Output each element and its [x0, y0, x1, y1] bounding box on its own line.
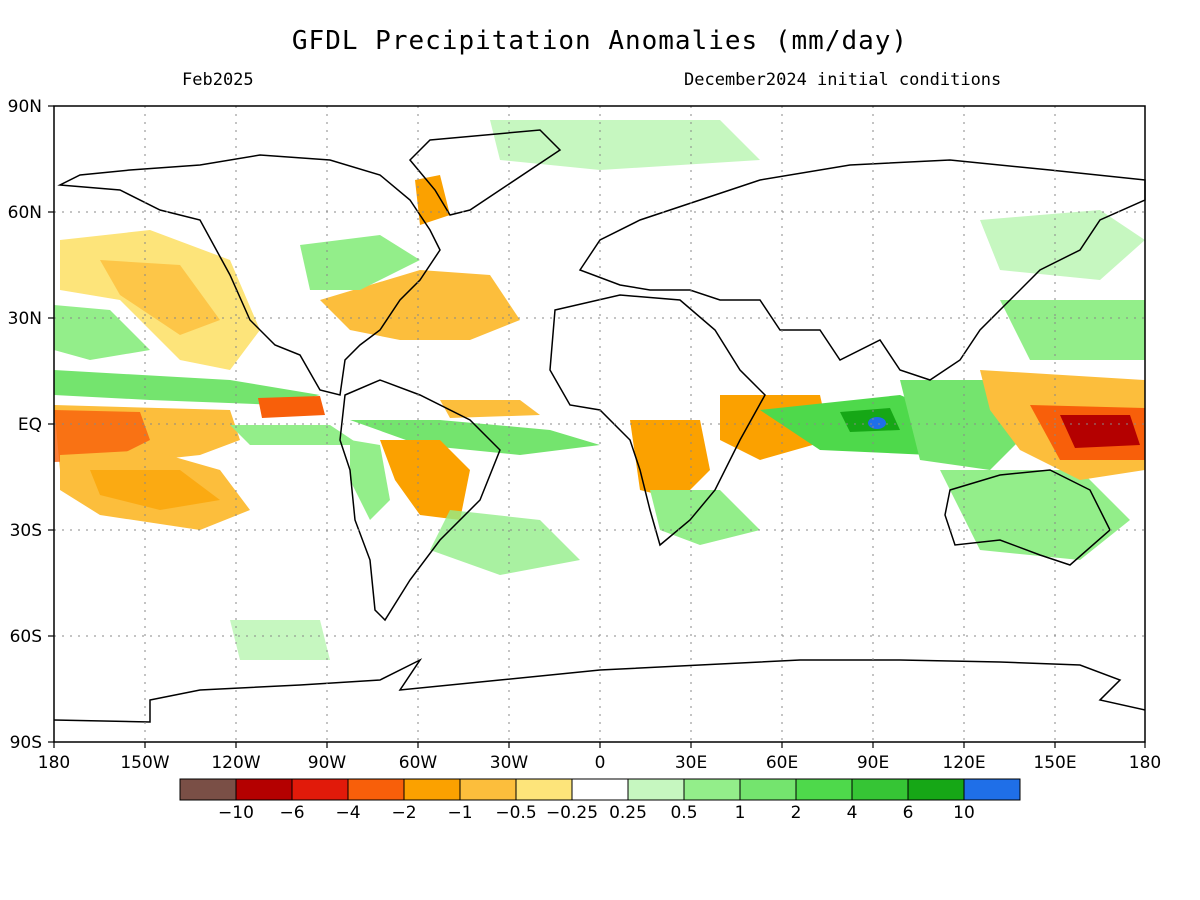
colorbar-swatch: [627, 778, 685, 801]
coast-south-america: [339, 379, 501, 622]
lon-label: 150W: [120, 753, 169, 773]
wet-patch-australia: [940, 470, 1130, 560]
lat-label: 60N: [8, 203, 42, 223]
wet-patch-southern-ocean: [230, 620, 330, 660]
lat-label: 30S: [10, 521, 42, 541]
dry-patch-east-pacific: [258, 396, 325, 418]
lon-label: 0: [595, 753, 606, 773]
lon-label: 60W: [399, 753, 438, 773]
colorbar-label: −1: [447, 803, 472, 823]
wet-patch-equatorial-pacific: [54, 370, 320, 405]
tick-marks: [48, 105, 1146, 748]
dry-patch-western-pacific-core: [1060, 415, 1140, 448]
coast-antarctica: [53, 658, 1146, 723]
coast-eurasia: [578, 159, 1146, 381]
map-title: GFDL Precipitation Anomalies (mm/day): [291, 26, 909, 56]
lat-label: 60S: [10, 627, 42, 647]
colorbar-label: 10: [953, 803, 975, 823]
lon-label: 60E: [766, 753, 798, 773]
dry-patch-southern-africa: [630, 420, 710, 500]
colorbar-label: −10: [218, 803, 254, 823]
colorbar-swatch: [571, 778, 629, 801]
valid-month-label: Feb2025: [182, 70, 254, 90]
colorbar-label: −0.25: [546, 803, 598, 823]
dry-patch-pacific-core: [54, 410, 150, 462]
colorbar: [179, 778, 1021, 801]
lon-label: 30E: [675, 753, 707, 773]
gridlines: [54, 106, 1145, 742]
colorbar-swatch: [739, 778, 797, 801]
colorbar-swatch: [291, 778, 349, 801]
initial-conditions-label: December2024 initial conditions: [684, 70, 1002, 90]
colorbar-swatch: [515, 778, 573, 801]
lat-label: 90N: [8, 97, 42, 117]
wet-max-indian-ocean: [868, 417, 886, 429]
colorbar-label: −2: [391, 803, 416, 823]
wet-patch-npac-subtropics: [54, 305, 150, 360]
lon-label: 120E: [942, 753, 985, 773]
colorbar-label: 1: [735, 803, 746, 823]
colorbar-label: 2: [791, 803, 802, 823]
colorbar-swatch: [851, 778, 909, 801]
colorbar-swatch: [963, 778, 1021, 801]
dry-patch-atlantic-eq: [440, 400, 540, 418]
coast-north-america: [57, 154, 441, 396]
dry-patch-south-america: [380, 440, 470, 520]
colorbar-label: 0.5: [670, 803, 697, 823]
colorbar-label: −6: [279, 803, 304, 823]
colorbar-label: −4: [335, 803, 360, 823]
dry-patch-npac-inner: [100, 260, 220, 335]
wet-patch-africa-south: [650, 490, 760, 545]
colorbar-swatch: [795, 778, 853, 801]
wet-patch-itcz: [230, 425, 360, 445]
anomaly-field: [54, 120, 1145, 660]
lon-label: 120W: [211, 753, 260, 773]
colorbar-swatch: [683, 778, 741, 801]
colorbar-swatch: [459, 778, 517, 801]
colorbar-label: 0.25: [609, 803, 647, 823]
colorbar-label: −0.5: [495, 803, 536, 823]
lat-label: EQ: [18, 415, 42, 435]
colorbar-label: 6: [903, 803, 914, 823]
lon-label: 180: [38, 753, 70, 773]
wet-patch-south-america: [350, 440, 390, 520]
colorbar-swatch: [235, 778, 293, 801]
lon-label: 150E: [1033, 753, 1076, 773]
lat-label: 30N: [8, 309, 42, 329]
lon-label: 90E: [857, 753, 889, 773]
wet-patch-atlantic-itcz: [350, 420, 600, 455]
wet-patch-east-asia: [980, 210, 1145, 280]
lat-label: 90S: [10, 733, 42, 753]
colorbar-swatch: [907, 778, 965, 801]
coast-africa: [549, 294, 766, 547]
lon-label: 30W: [490, 753, 529, 773]
wet-patch-arctic: [490, 120, 760, 170]
wet-patch-us-east: [300, 235, 420, 290]
lon-label: 180: [1129, 753, 1161, 773]
colorbar-swatch: [403, 778, 461, 801]
dry-patch-greenland: [415, 175, 450, 225]
colorbar-swatch: [347, 778, 405, 801]
dry-patch-south-pacific-inner: [90, 470, 220, 510]
wet-patch-nw-pacific: [1000, 300, 1145, 360]
dry-patch-north-atlantic: [320, 270, 520, 340]
wet-patch-south-atlantic: [430, 510, 580, 575]
colorbar-label: 4: [847, 803, 858, 823]
colorbar-swatch: [179, 778, 237, 801]
coast-australia: [944, 469, 1111, 566]
lon-label: 90W: [308, 753, 347, 773]
